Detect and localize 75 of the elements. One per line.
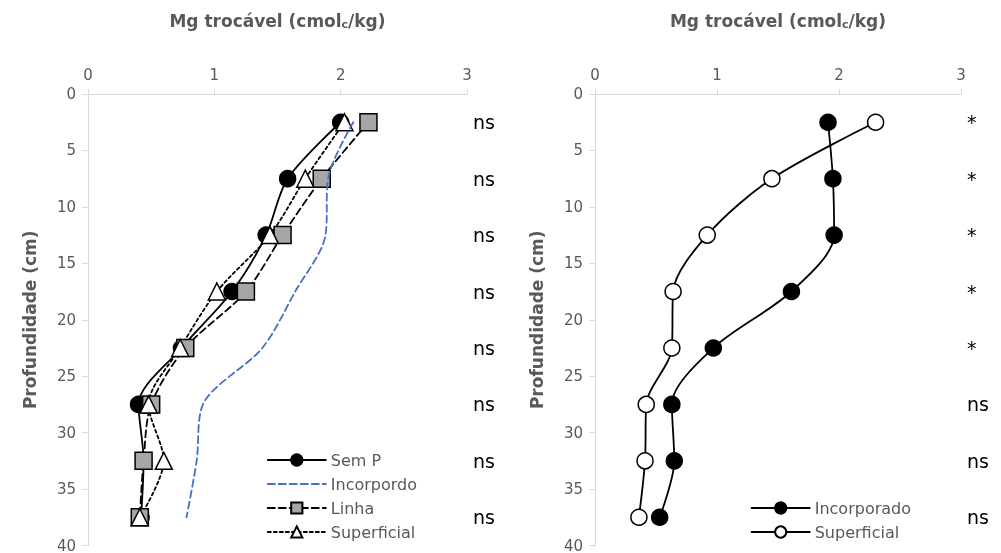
y-tick-label: 0 <box>66 85 76 103</box>
point <box>665 452 684 470</box>
y-tick-label: 25 <box>56 367 76 386</box>
point <box>782 282 801 301</box>
point <box>312 169 331 188</box>
y-tick-label: 40 <box>563 536 583 553</box>
point <box>825 226 843 244</box>
x-tick-label: 1 <box>209 65 220 84</box>
y-tick-label: 10 <box>563 197 583 216</box>
y-tick-label: 15 <box>56 254 76 273</box>
x-tick-label: 3 <box>462 65 472 84</box>
y-tick-label: 0 <box>573 85 583 103</box>
legend-label: Incorpordo <box>330 474 418 494</box>
text: ns <box>473 111 495 134</box>
text: ns <box>473 506 495 529</box>
point <box>698 226 716 244</box>
y-tick-label: 5 <box>573 141 583 160</box>
x-tick-label: 0 <box>590 65 600 84</box>
point <box>154 451 174 471</box>
text: ns <box>473 280 495 303</box>
text: ns <box>473 449 495 472</box>
point <box>630 508 648 527</box>
point <box>663 339 681 357</box>
x-tick-label: 3 <box>956 65 966 84</box>
y-tick-label: 25 <box>563 367 583 386</box>
point <box>763 169 781 188</box>
point <box>636 452 654 470</box>
point <box>819 113 837 131</box>
text: ns <box>473 167 495 190</box>
legend-label: Incorporado <box>814 498 911 518</box>
point <box>359 112 378 132</box>
y-tick-label: 40 <box>56 536 76 553</box>
y-tick-label: 20 <box>56 310 76 329</box>
text: * <box>967 280 977 303</box>
text: ns <box>967 393 989 416</box>
y-axis-title: Profundidade (cm) <box>526 230 547 410</box>
y-tick-label: 15 <box>563 254 583 273</box>
y-tick-label: 35 <box>56 480 76 499</box>
x-tick-label: 2 <box>335 65 346 84</box>
point <box>650 508 669 527</box>
point <box>278 169 297 188</box>
text: ns <box>967 506 989 529</box>
point <box>866 113 885 131</box>
text: * <box>967 336 977 359</box>
legend-label: Superficial <box>330 522 416 542</box>
point <box>637 395 655 414</box>
text: * <box>967 167 977 190</box>
legend-label: Sem P <box>330 450 382 470</box>
point <box>207 282 227 301</box>
text: ns <box>967 449 989 472</box>
x-tick-label: 0 <box>83 65 93 84</box>
point <box>704 339 723 357</box>
text: * <box>967 224 977 247</box>
y-tick-label: 20 <box>563 310 583 329</box>
y-tick-label: 30 <box>563 423 583 442</box>
point <box>663 395 681 414</box>
point <box>296 169 315 188</box>
x-tick-label: 2 <box>834 65 844 84</box>
text: ns <box>473 336 495 359</box>
y-axis-title: Profundidade (cm) <box>19 230 40 410</box>
legend-label: Superficial <box>814 522 900 542</box>
point <box>824 169 842 188</box>
y-tick-label: 5 <box>66 141 76 160</box>
text: * <box>967 111 977 134</box>
y-tick-label: 35 <box>563 480 583 499</box>
y-tick-label: 30 <box>56 423 76 442</box>
point <box>664 282 682 301</box>
x-tick-label: 1 <box>712 65 722 84</box>
legend-label: Linha <box>330 498 375 518</box>
point <box>236 282 256 301</box>
text: ns <box>473 224 495 247</box>
point <box>260 225 280 245</box>
text: ns <box>473 393 495 416</box>
y-tick-label: 10 <box>56 197 76 216</box>
point <box>335 112 354 132</box>
